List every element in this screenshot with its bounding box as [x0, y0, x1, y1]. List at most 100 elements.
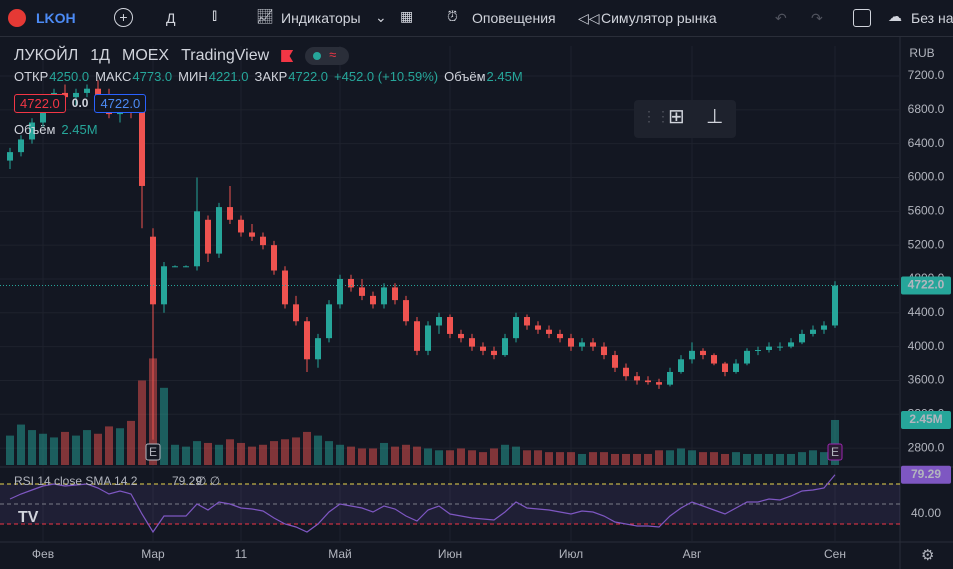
candle-body	[590, 342, 596, 347]
replay[interactable]: Симулятор рынка	[601, 10, 717, 26]
volume-bar	[600, 452, 608, 465]
ohlc-value: 4773.0	[132, 68, 173, 84]
y-tick-label: 4000.0	[908, 339, 945, 353]
event-marker	[827, 443, 843, 461]
volume-bar	[699, 452, 707, 465]
x-tick-label: Фев	[32, 547, 54, 561]
floating-toolbar: ⋮⋮ ⊞ ⊥	[634, 100, 736, 138]
volume-bar	[754, 453, 762, 465]
candle-body	[623, 367, 629, 377]
volume-bar	[413, 446, 421, 465]
settings[interactable]: ⚙︎	[921, 547, 935, 564]
event-marker	[145, 443, 161, 461]
candle-body	[348, 278, 354, 288]
candle-body	[29, 122, 35, 140]
caret[interactable]: ⌄	[375, 9, 387, 25]
alerts[interactable]: Оповещения	[472, 10, 556, 26]
volume-bar	[809, 450, 817, 465]
buy[interactable]: 4722.0	[94, 93, 147, 113]
y-tick-label: 5600.0	[908, 203, 945, 217]
tool-measure[interactable]: ⊞	[668, 106, 685, 128]
logo	[8, 9, 26, 27]
volume-bar	[325, 441, 333, 465]
candle-body	[139, 109, 145, 186]
candle-body	[216, 207, 222, 254]
volume-bar	[479, 452, 487, 465]
volume-bar	[270, 441, 278, 465]
y-tick-label: 4400.0	[908, 305, 945, 319]
volume-bar	[589, 452, 597, 465]
price-badge	[901, 276, 951, 295]
candle-body	[458, 333, 464, 339]
candle-body	[667, 371, 673, 385]
volume-bar	[292, 437, 300, 465]
indicators-icon: 📈︎	[256, 8, 274, 24]
undo[interactable]: ↶	[775, 10, 787, 26]
volume-bar	[578, 453, 586, 465]
spread: 0.0	[71, 96, 89, 110]
chart-type[interactable]: ⫾	[212, 7, 218, 24]
tool-range[interactable]: ⊥	[706, 106, 724, 128]
volume-bar	[358, 448, 366, 465]
add-symbol[interactable]: +	[114, 8, 133, 27]
candle-body	[370, 295, 376, 305]
event-label: E	[149, 445, 157, 459]
candle-body	[579, 342, 585, 347]
status: ≈	[305, 47, 350, 65]
volume-bar	[72, 435, 80, 465]
volume-bar	[490, 448, 498, 465]
candle-body	[832, 285, 838, 326]
candle-body	[95, 88, 101, 98]
layout[interactable]: ▦	[400, 8, 414, 24]
volume-bar	[215, 444, 223, 465]
volume-bar	[545, 452, 553, 465]
fullscreen[interactable]	[853, 9, 871, 27]
candle-body	[502, 338, 508, 356]
candle-body	[238, 219, 244, 233]
cloud: ☁︎	[888, 8, 902, 24]
candle-body	[172, 266, 178, 268]
volume-bar	[644, 453, 652, 465]
candle-body	[381, 287, 387, 305]
volume-bar	[743, 453, 751, 465]
candle-body	[678, 359, 684, 372]
volume-bar	[820, 452, 828, 465]
candle-body	[205, 219, 211, 254]
candle-body	[271, 245, 277, 271]
candle-body	[84, 88, 90, 93]
volume-bar	[831, 419, 839, 465]
ohlc-value: 4221.0	[208, 68, 249, 84]
rsi-title: RSI 14 close SMA 14 2	[14, 474, 138, 488]
volume-bar	[160, 387, 168, 465]
volume-bar	[512, 446, 520, 465]
candle-body	[535, 325, 541, 330]
candle-body	[700, 350, 706, 356]
symbol[interactable]: LKOH	[36, 10, 76, 26]
indicators[interactable]: Индикаторы	[281, 10, 361, 26]
interval[interactable]: Д	[166, 10, 176, 26]
candle-body	[491, 350, 497, 356]
volume-bar	[424, 448, 432, 465]
candle-body	[689, 350, 695, 360]
candle-body	[227, 207, 233, 220]
candle-body	[788, 342, 794, 347]
volume-bar	[391, 446, 399, 465]
volume-bar	[523, 450, 531, 465]
volume-bar	[6, 435, 14, 465]
rsi-extra: ∅ ∅	[196, 474, 220, 488]
redo[interactable]: ↷	[811, 10, 823, 26]
ohlc: ОТКР 4250.0 МАКС 4773.0 МИН 4221.0 ЗАКР 4722.0 +…	[14, 66, 529, 86]
sell[interactable]: 4722.0	[14, 93, 66, 113]
volume-bar	[116, 428, 124, 465]
candle-body	[249, 232, 255, 237]
ohlc-label: ЗАКР	[254, 68, 288, 84]
volume-bar	[787, 453, 795, 465]
save[interactable]: Без на	[911, 10, 953, 26]
volume-bar	[94, 433, 102, 465]
source: TradingView	[181, 47, 270, 64]
volume-bar	[534, 450, 542, 465]
candle-body	[183, 266, 189, 268]
replay-icon: ◁◁	[578, 10, 600, 26]
volume-bar	[127, 420, 135, 465]
candle-body	[612, 355, 618, 368]
